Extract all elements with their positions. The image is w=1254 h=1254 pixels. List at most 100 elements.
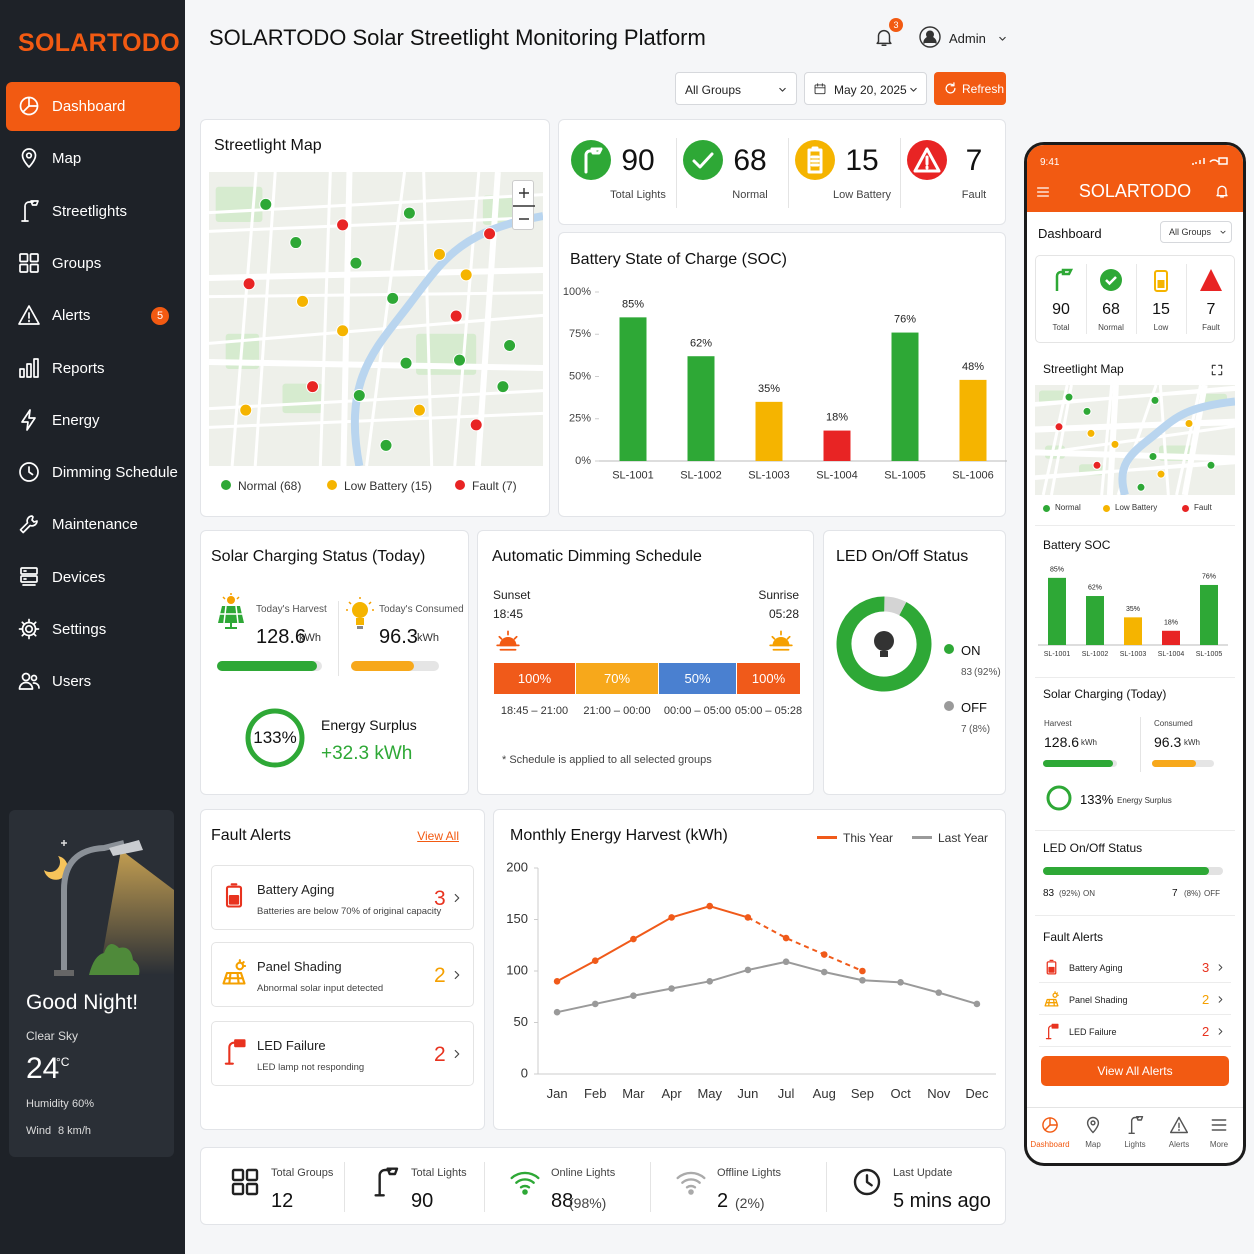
- icon-part: [1086, 1116, 1100, 1134]
- alert-row[interactable]: Panel Shading Abnormal solar input detect…: [211, 942, 474, 1007]
- card-title: Battery State of Charge (SOC): [570, 251, 787, 268]
- map-road: [365, 172, 407, 466]
- group-filter[interactable]: All Groups: [675, 72, 797, 105]
- y-tick-label: 75%: [569, 328, 591, 340]
- nav-item[interactable]: Alerts 5: [6, 291, 180, 340]
- graphic: [346, 597, 374, 629]
- value-label: 85%: [1050, 567, 1064, 574]
- stat-detail: (98%): [569, 1195, 607, 1211]
- stat-value: 7: [1206, 301, 1216, 318]
- nav-item[interactable]: Energy: [6, 396, 180, 445]
- icon: [21, 199, 39, 222]
- zoom-control[interactable]: [512, 180, 535, 230]
- divider: [1035, 677, 1235, 678]
- map-road: [230, 172, 258, 466]
- date-filter[interactable]: May 20, 2025: [804, 72, 927, 105]
- data-point: [782, 958, 790, 966]
- consumed-label: Consumed: [1154, 719, 1193, 728]
- alert-count: 2: [1202, 992, 1210, 1007]
- refresh-button[interactable]: Refresh: [934, 72, 1006, 105]
- nav-item[interactable]: Users: [6, 657, 180, 706]
- legend-label: ON: [961, 643, 981, 658]
- icon-part: [378, 1168, 392, 1197]
- map-road: [474, 172, 501, 466]
- icon: [19, 462, 39, 482]
- alert-row[interactable]: Panel Shading 2: [1039, 985, 1231, 1015]
- nav-item[interactable]: Devices: [6, 553, 180, 602]
- icon: [1128, 1115, 1144, 1135]
- map-road: [1035, 422, 1235, 430]
- section-title: Fault Alerts: [1043, 930, 1104, 944]
- icon-part: [1037, 187, 1049, 197]
- led-count: 7: [961, 724, 967, 735]
- harvest-value: 128.6: [256, 626, 307, 648]
- nav-item[interactable]: Map: [6, 134, 180, 183]
- nav-item[interactable]: Streetlights: [6, 187, 180, 236]
- sunset-label: Sunset: [493, 588, 531, 602]
- illustration: [54, 970, 74, 976]
- mobile-group-filter[interactable]: All Groups: [1160, 221, 1232, 243]
- legend-dot: [944, 701, 954, 711]
- nav-item[interactable]: Maintenance: [6, 500, 180, 549]
- stat-label: Low Battery: [832, 189, 892, 201]
- alert-row[interactable]: Battery Aging Batteries are below 70% of …: [211, 865, 474, 930]
- led-label: OFF: [1204, 889, 1220, 898]
- icon-part: [1048, 1025, 1055, 1040]
- nav-item[interactable]: Dashboard: [6, 82, 180, 131]
- x-tick-label: SL-1006: [952, 470, 994, 482]
- x-tick-label: Jul: [778, 1086, 795, 1101]
- harvest-label: Today's Harvest: [256, 604, 327, 615]
- map-marker: [296, 294, 310, 308]
- nav-item[interactable]: Reports: [6, 344, 180, 393]
- view-all-link[interactable]: View All: [417, 829, 459, 843]
- icon: [945, 82, 956, 94]
- mobile-nav-item[interactable]: Alerts: [1157, 1113, 1201, 1153]
- map-marker: [289, 236, 303, 250]
- data-point: [782, 934, 790, 942]
- icon-part: [245, 1182, 259, 1196]
- nav-item[interactable]: Groups: [6, 239, 180, 288]
- schedule-note: * Schedule is applied to all selected gr…: [502, 754, 712, 766]
- x-tick-label: Apr: [661, 1086, 682, 1101]
- mobile-nav-item[interactable]: Map: [1071, 1113, 1115, 1153]
- alert-title: Panel Shading: [257, 959, 342, 974]
- graphic: [209, 172, 543, 466]
- surplus-label: Energy Surplus: [321, 717, 417, 733]
- alert-count: 3: [1202, 960, 1210, 975]
- mobile-nav-item[interactable]: Dashboard: [1028, 1113, 1072, 1153]
- stat-detail: (2%): [735, 1195, 765, 1211]
- nav-item[interactable]: Dimming Schedule: [6, 448, 180, 497]
- view-all-button[interactable]: View All Alerts: [1041, 1056, 1229, 1086]
- legend-dot: [1182, 505, 1189, 512]
- bar: [687, 356, 715, 461]
- icon-part: [1048, 966, 1055, 973]
- legend-swatch: [817, 836, 837, 839]
- alert-row[interactable]: LED Failure 2: [1039, 1017, 1231, 1047]
- icon-part: [33, 357, 39, 378]
- map-marker: [336, 218, 350, 232]
- alert-title: Battery Aging: [257, 882, 335, 897]
- surplus-percent: 133%: [1080, 792, 1114, 807]
- bar: [1124, 617, 1142, 645]
- mobile-nav-item[interactable]: More: [1197, 1113, 1241, 1153]
- y-tick-label: 25%: [569, 413, 591, 425]
- nav-item[interactable]: Settings: [6, 605, 180, 654]
- icon-part: [1169, 1116, 1189, 1134]
- section-title: Streetlight Map: [1043, 362, 1124, 376]
- stat-label: Low: [1153, 323, 1169, 332]
- x-tick-label: Jun: [737, 1086, 758, 1101]
- y-tick-label: 150: [506, 911, 528, 926]
- icon-part: [346, 597, 374, 611]
- nav-label: Maintenance: [52, 516, 138, 534]
- icon-part: [224, 971, 244, 985]
- icon: [231, 1168, 259, 1196]
- schedule-segment: 70%: [576, 663, 658, 694]
- map-marker: [1150, 395, 1160, 405]
- card-title: Fault Alerts: [211, 827, 292, 844]
- bulb-icon: [880, 651, 888, 657]
- icon-part: [225, 623, 237, 629]
- alert-row[interactable]: Battery Aging 3: [1039, 953, 1231, 983]
- icon: [19, 515, 38, 534]
- alert-row[interactable]: LED Failure LED lamp not responding 2: [211, 1021, 474, 1086]
- mobile-nav-item[interactable]: Lights: [1113, 1113, 1157, 1153]
